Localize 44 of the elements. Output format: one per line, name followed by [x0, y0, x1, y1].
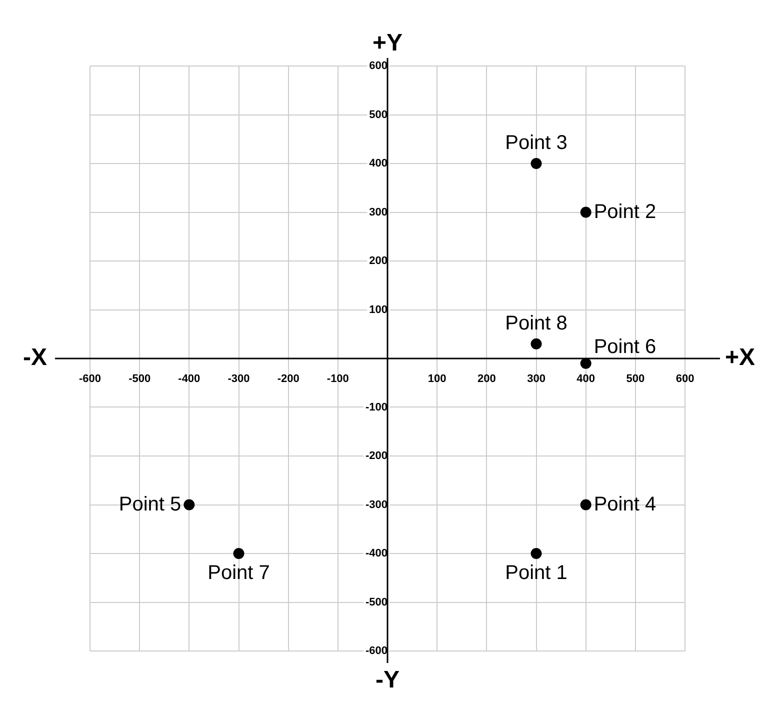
y-tick-label: -500: [365, 596, 388, 608]
y-tick-label: 600: [369, 60, 388, 72]
y-tick-label: -100: [365, 401, 388, 414]
y-tick-label: -600: [365, 645, 388, 658]
x-tick-label: 300: [527, 373, 546, 386]
y-tick-label: 200: [369, 255, 388, 268]
text: -X: [23, 344, 47, 372]
data-label: Point 5: [118, 493, 182, 516]
data-label: Point 2: [594, 200, 656, 223]
x-tick-label: 200: [477, 373, 496, 386]
y-tick-label: 300: [369, 206, 388, 218]
x-tick-label: -200: [277, 373, 300, 386]
x-tick-label: 100: [428, 373, 446, 386]
point: [580, 499, 592, 510]
point: [530, 548, 542, 559]
data-label: Point 6: [594, 336, 656, 358]
y-tick-label: 400: [369, 158, 388, 170]
x-tick-label: -600: [78, 373, 102, 386]
y-tick-label: -300: [365, 498, 388, 511]
data-label: Point 7: [208, 562, 270, 584]
y-tick-label: 100: [369, 304, 388, 316]
x-tick-label: -300: [228, 373, 250, 386]
point: [580, 358, 592, 369]
y-tick-label: -200: [365, 450, 388, 462]
point: [580, 206, 592, 218]
point: [184, 499, 195, 510]
point: [530, 338, 542, 350]
y-tick-label: -400: [365, 548, 388, 560]
data-label: Point 1: [505, 562, 568, 584]
text: +X: [724, 344, 756, 372]
data-label: Point 4: [594, 493, 656, 516]
data-label: Point 3: [505, 132, 568, 154]
x-tick-label: 500: [626, 373, 645, 386]
y-tick-label: 500: [369, 108, 388, 121]
point: [233, 548, 244, 559]
x-tick-label: -100: [326, 373, 349, 386]
x-tick-label: -400: [178, 373, 200, 386]
x-tick-label: 600: [676, 373, 694, 386]
text: +Y: [372, 30, 403, 57]
point: [530, 158, 542, 169]
x-tick-label: 400: [576, 373, 596, 386]
data-label: Point 8: [505, 312, 568, 334]
text: -Y: [376, 666, 400, 694]
x-tick-label: -500: [128, 373, 151, 386]
